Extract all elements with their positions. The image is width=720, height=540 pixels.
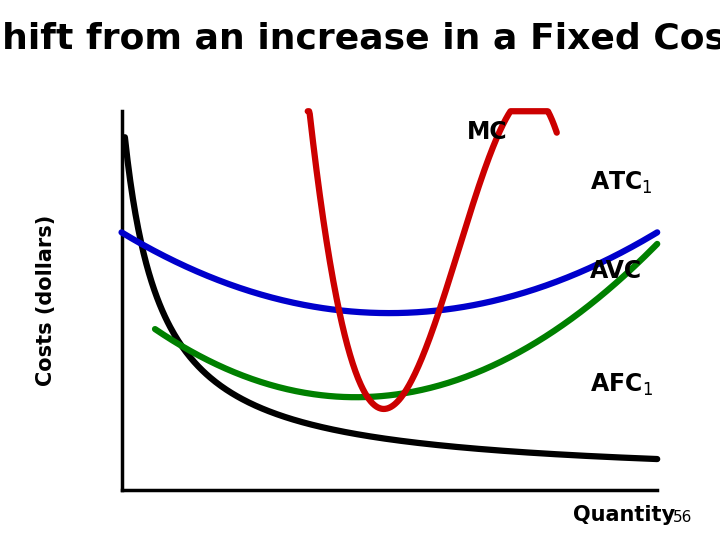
Text: 56: 56 — [672, 510, 692, 524]
Text: Costs (dollars): Costs (dollars) — [35, 215, 55, 386]
Text: Shift from an increase in a Fixed Cost: Shift from an increase in a Fixed Cost — [0, 22, 720, 56]
Text: ATC$_1$: ATC$_1$ — [590, 170, 653, 196]
Text: AFC$_1$: AFC$_1$ — [590, 372, 653, 397]
Text: MC: MC — [467, 120, 507, 144]
Text: AVC: AVC — [590, 259, 642, 283]
Text: Quantity: Quantity — [572, 505, 675, 525]
